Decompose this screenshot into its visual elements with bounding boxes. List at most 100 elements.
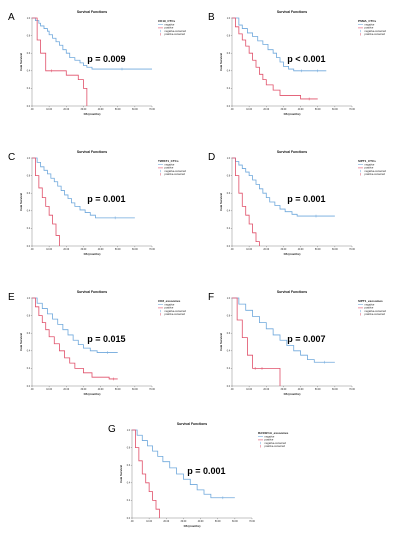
p-value-annotation: p = 0.001 [287, 194, 325, 204]
y-axis-label: Cum Survival [19, 333, 23, 351]
legend-label-positive-censored: positive-censored [365, 172, 386, 176]
y-tick-label: 1.0 [27, 158, 31, 160]
legend-label-negative: negative [365, 303, 375, 307]
p-value-annotation: p < 0.001 [287, 54, 325, 64]
y-tick-label: 0.4 [227, 211, 231, 213]
y-tick-label: 0.8 [227, 175, 231, 177]
y-tick-label: 0.6 [227, 193, 231, 195]
legend-label-negative: negative [165, 163, 175, 167]
legend-label-positive: positive [365, 306, 374, 310]
x-tick-label: .00 [230, 249, 234, 251]
x-tick-label: 20.00 [263, 109, 269, 111]
panel-a: A Survival Functions 0.0 0.2 0.4 0.6 0.8 1.0 .00… [6, 4, 196, 134]
legend-label-negative: negative [165, 23, 175, 27]
y-axis-label: Cum Survival [219, 193, 223, 211]
x-tick-label: 10.00 [46, 249, 52, 251]
x-tick-label: 30.00 [81, 249, 87, 251]
x-tick-label: 70.00 [349, 109, 355, 111]
x-tick-label: 50.00 [115, 109, 121, 111]
legend-label-positive-censored: positive-censored [365, 32, 386, 36]
legend-label-negative-censored: negative-censored [365, 29, 387, 33]
x-tick-label: .00 [30, 249, 34, 251]
x-tick-label: 60.00 [132, 109, 138, 111]
km-curve-negative [32, 157, 135, 219]
y-tick-label: 0.6 [27, 333, 31, 335]
x-tick-label: 60.00 [232, 521, 238, 523]
y-tick-label: 0.6 [227, 333, 231, 335]
x-tick-label: 40.00 [98, 109, 104, 111]
x-tick-label: 40.00 [198, 521, 204, 523]
x-tick-label: 50.00 [115, 249, 121, 251]
legend-label-positive: positive [165, 306, 174, 310]
legend-label-negative: negative [365, 23, 375, 27]
x-tick-label: 20.00 [263, 249, 269, 251]
x-tick-label: 50.00 [215, 521, 221, 523]
chart-title: Survival Functions [77, 290, 107, 294]
legend-title: SIPT1_exosomes [358, 299, 383, 303]
legend-title: PSMA_CTCs [358, 19, 377, 23]
km-curve-positive [32, 17, 88, 106]
panel-b: B Survival Functions 0.0 0.2 0.4 0.6 0.8 1.0 .00… [206, 4, 396, 134]
y-tick-label: 0.2 [227, 88, 231, 90]
legend-label-positive-censored: positive-censored [165, 32, 186, 36]
y-tick-label: 1.0 [227, 298, 231, 300]
legend-label-negative: negative [165, 303, 175, 307]
y-tick-label: 0.2 [227, 368, 231, 370]
x-tick-label: .00 [30, 109, 34, 111]
x-tick-label: 20.00 [63, 389, 69, 391]
y-axis-label: Cum Survival [19, 193, 23, 211]
x-tick-label: 30.00 [181, 521, 187, 523]
x-tick-label: 60.00 [132, 249, 138, 251]
legend-label-positive: positive [165, 166, 174, 170]
y-tick-label: 0.0 [27, 246, 31, 248]
panel-letter: E [8, 292, 15, 303]
x-tick-label: 10.00 [146, 521, 152, 523]
x-tick-label: 20.00 [263, 389, 269, 391]
x-tick-label: 30.00 [281, 109, 287, 111]
km-curve-negative [232, 157, 335, 217]
km-curve-positive [232, 17, 318, 100]
x-tick-label: 50.00 [315, 389, 321, 391]
panel-letter: A [8, 12, 15, 23]
x-tick-label: 30.00 [81, 389, 87, 391]
y-tick-label: 0.4 [127, 483, 131, 485]
y-tick-label: 0.2 [27, 368, 31, 370]
x-tick-label: 40.00 [98, 249, 104, 251]
legend-title: CK19_CTCs [158, 19, 176, 23]
x-tick-label: 10.00 [246, 249, 252, 251]
km-curve-negative [32, 297, 118, 353]
chart-title: Survival Functions [77, 150, 107, 154]
x-tick-label: 20.00 [163, 521, 169, 523]
p-value-annotation: p = 0.007 [287, 334, 325, 344]
km-chart-e: E Survival Functions 0.0 0.2 0.4 0.6 0.8 1.0 .00… [8, 290, 187, 396]
km-curve-negative [232, 17, 327, 72]
km-curve-negative [132, 429, 235, 499]
km-curve-negative [232, 297, 335, 363]
y-axis-label: Cum Survival [219, 333, 223, 351]
km-chart-b: B Survival Functions 0.0 0.2 0.4 0.6 0.8 1.0 .00… [208, 10, 387, 116]
x-axis-label: OS (months) [84, 112, 101, 116]
y-tick-label: 0.4 [227, 351, 231, 353]
x-tick-label: 50.00 [115, 389, 121, 391]
x-tick-label: 30.00 [281, 249, 287, 251]
legend-label-positive: positive [165, 26, 174, 30]
legend-label-negative-censored: negative-censored [265, 441, 287, 445]
x-axis-label: OS (months) [284, 252, 301, 256]
x-tick-label: 30.00 [281, 389, 287, 391]
y-tick-label: 0.4 [27, 211, 31, 213]
x-tick-label: 10.00 [246, 109, 252, 111]
y-tick-label: 0.0 [227, 106, 231, 108]
x-tick-label: 50.00 [315, 109, 321, 111]
chart-title: Survival Functions [277, 150, 307, 154]
x-tick-label: 20.00 [63, 249, 69, 251]
x-tick-label: 40.00 [298, 389, 304, 391]
y-tick-label: 1.0 [127, 430, 131, 432]
p-value-annotation: p = 0.015 [87, 334, 125, 344]
y-tick-label: 0.8 [227, 315, 231, 317]
chart-title: Survival Functions [77, 10, 107, 14]
legend-label-negative-censored: negative-censored [165, 309, 187, 313]
legend-label-positive-censored: positive-censored [165, 172, 186, 176]
legend-label-positive: positive [365, 26, 374, 30]
y-tick-label: 0.8 [27, 175, 31, 177]
chart-title: Survival Functions [177, 422, 207, 426]
